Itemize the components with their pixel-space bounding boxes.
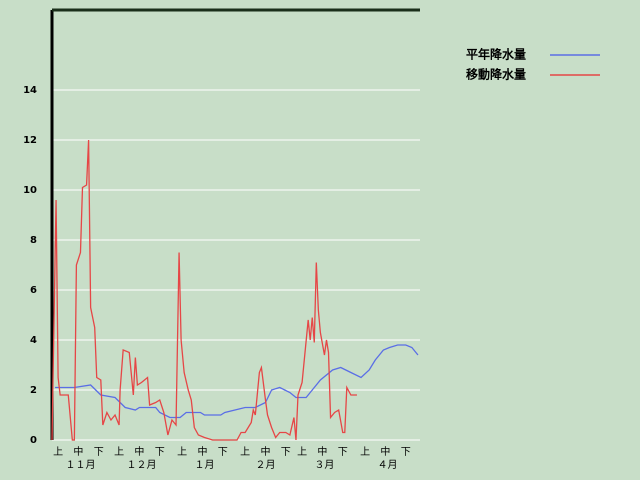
y-tick-label: 14 xyxy=(23,85,37,96)
x-tick-label: 下 xyxy=(401,447,411,458)
x-tick-label: 上 xyxy=(240,446,250,458)
y-tick-label: 2 xyxy=(30,385,37,396)
y-tick-label: 6 xyxy=(30,285,37,296)
legend-label: 移動降水量 xyxy=(466,67,526,82)
x-tick-label: 上 xyxy=(360,446,370,458)
x-tick-label: 上 xyxy=(53,446,63,458)
x-tick-label: 下 xyxy=(155,447,165,458)
y-tick-label: 0 xyxy=(30,435,37,446)
x-tick-label: 上 xyxy=(177,446,187,458)
x-tick-label: 上 xyxy=(297,446,307,458)
month-label: ４月 xyxy=(377,459,397,471)
series-line xyxy=(55,344,419,419)
month-label: ３月 xyxy=(314,459,334,471)
month-label: １月 xyxy=(194,459,214,471)
legend-label: 平年降水量 xyxy=(466,47,526,62)
x-tick-label: 下 xyxy=(218,447,228,458)
x-tick-label: 中 xyxy=(73,445,83,458)
x-tick-label: 中 xyxy=(260,445,270,458)
x-tick-label: 中 xyxy=(317,445,327,458)
x-tick-label: 下 xyxy=(94,447,104,458)
x-tick-label: 中 xyxy=(134,445,144,458)
month-label: １２月 xyxy=(126,459,156,471)
x-tick-label: 中 xyxy=(197,445,207,458)
x-tick-label: 上 xyxy=(114,446,124,458)
y-tick-label: 10 xyxy=(23,185,37,196)
y-tick-label: 4 xyxy=(30,335,37,346)
x-tick-label: 下 xyxy=(281,447,291,458)
month-label: ２月 xyxy=(255,459,275,471)
y-tick-label: 12 xyxy=(23,135,37,146)
y-tick-label: 8 xyxy=(30,235,37,246)
series-line xyxy=(51,139,357,441)
month-label: １１月 xyxy=(65,459,95,471)
x-tick-label: 下 xyxy=(338,447,348,458)
x-tick-label: 中 xyxy=(380,445,390,458)
